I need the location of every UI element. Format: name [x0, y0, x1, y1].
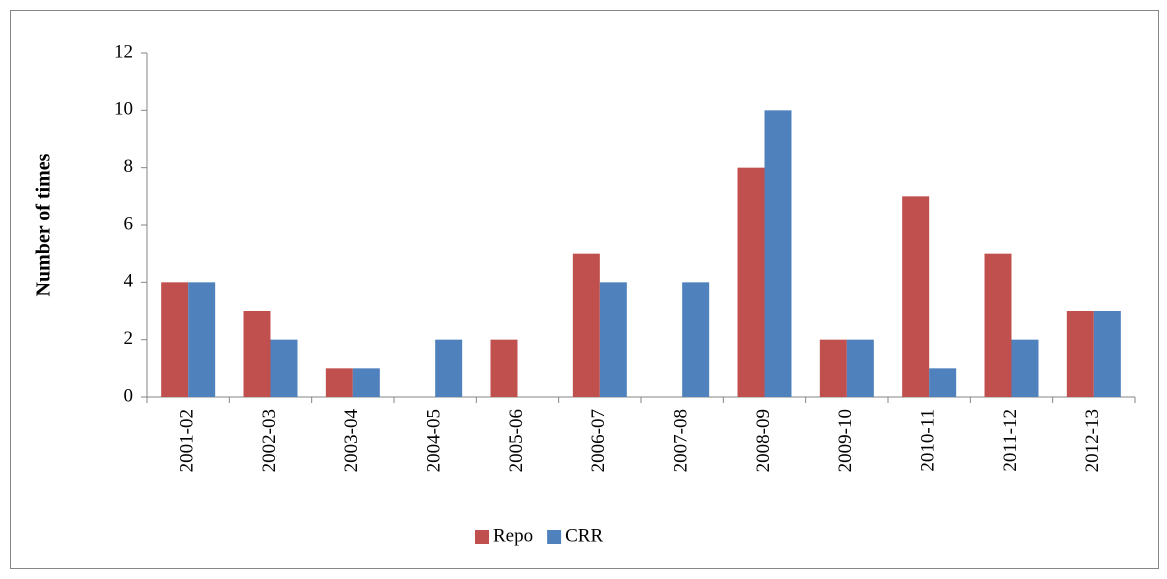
bar: [325, 368, 353, 397]
bar: [599, 282, 627, 397]
bar: [929, 368, 957, 397]
y-tick-label: 4: [124, 271, 134, 292]
bar: [1093, 311, 1121, 397]
bar: [243, 311, 271, 397]
y-tick-label: 2: [124, 328, 134, 349]
legend-swatch: [475, 530, 489, 544]
legend-swatch: [547, 530, 562, 544]
bar: [846, 339, 874, 397]
y-tick-label: 10: [114, 99, 133, 120]
bar: [1066, 311, 1094, 397]
x-tick-label: 2011-12: [1000, 409, 1021, 472]
x-tick-label: 2003-04: [341, 409, 362, 473]
y-tick-label: 12: [114, 41, 133, 62]
x-tick-label: 2008-09: [753, 409, 774, 472]
y-tick-label: 6: [124, 213, 134, 234]
bar: [161, 282, 189, 397]
bar: [682, 282, 710, 397]
x-tick-label: 2006-07: [588, 409, 609, 472]
x-tick-label: 2004-05: [424, 409, 445, 472]
bar: [984, 253, 1012, 397]
legend-label: CRR: [565, 525, 603, 546]
x-tick-label: 2007-08: [671, 409, 692, 472]
bar: [764, 110, 792, 397]
x-tick-label: 2005-06: [506, 409, 527, 472]
bar: [572, 253, 600, 397]
bar: [352, 368, 380, 397]
bar: [902, 196, 930, 397]
y-axis-label: Number of times: [33, 153, 55, 296]
y-tick-label: 8: [124, 156, 134, 177]
x-tick-label: 2001-02: [177, 409, 198, 472]
legend-label: Repo: [493, 525, 533, 546]
x-tick-label: 2009-10: [835, 409, 856, 472]
bar: [819, 339, 847, 397]
bar: [1011, 339, 1039, 397]
x-tick-label: 2012-13: [1082, 409, 1103, 472]
bar: [737, 167, 765, 397]
bar: [435, 339, 463, 397]
bar: [270, 339, 298, 397]
y-tick-label: 0: [124, 385, 134, 406]
x-tick-label: 2010-11: [918, 409, 939, 472]
bar: [188, 282, 216, 397]
bar: [490, 339, 518, 397]
x-tick-label: 2002-03: [259, 409, 280, 472]
